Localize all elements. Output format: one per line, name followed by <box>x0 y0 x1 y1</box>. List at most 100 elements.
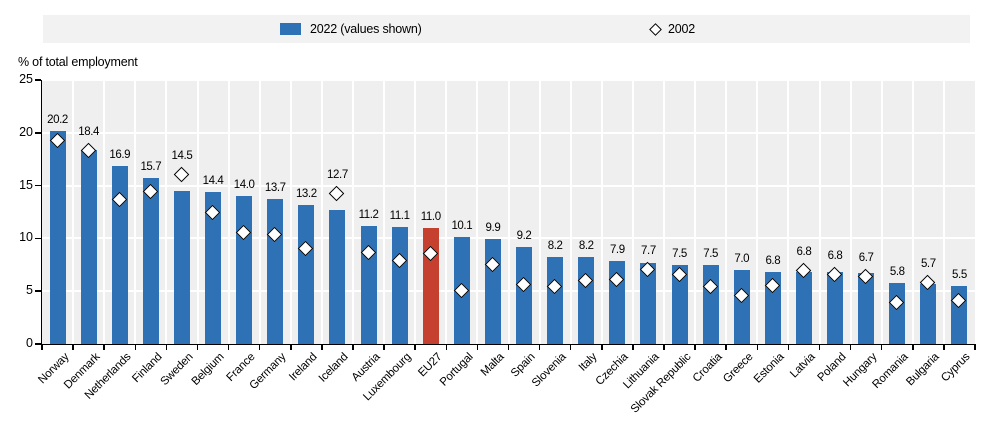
y-axis-title: % of total employment <box>18 55 138 69</box>
gridline-vertical <box>165 80 168 344</box>
gridline-vertical <box>352 80 354 344</box>
y-tick-label: 0 <box>26 336 33 350</box>
value-label-sweden: 14.5 <box>171 150 193 163</box>
x-tick <box>134 345 137 350</box>
x-tick <box>912 345 914 350</box>
bar-iceland <box>329 209 346 344</box>
y-tick <box>35 290 41 292</box>
y-tick-label: 5 <box>26 283 33 298</box>
value-label-romania: 5.8 <box>889 265 905 278</box>
bar-luxembourg <box>391 226 408 344</box>
x-tick <box>103 345 105 350</box>
bar-belgium <box>205 191 222 344</box>
gridline-vertical <box>507 80 510 344</box>
bar-spain <box>516 246 533 344</box>
x-tick <box>352 345 354 350</box>
gridline-vertical <box>72 80 75 344</box>
y-tick-label: 10 <box>19 230 33 245</box>
bar-netherlands <box>111 165 128 344</box>
bar-austria <box>360 225 377 344</box>
value-label-germany: 13.7 <box>264 182 286 195</box>
value-label-spain: 9.2 <box>516 229 532 242</box>
bar-poland <box>827 272 844 344</box>
value-label-norway: 20.2 <box>47 113 68 126</box>
x-tick <box>694 345 696 350</box>
x-tick <box>663 345 665 350</box>
gridline-vertical <box>320 80 323 344</box>
y-tick-label: 25 <box>19 72 33 86</box>
value-label-bulgaria: 5.7 <box>920 257 936 270</box>
gridline-vertical <box>631 80 634 344</box>
x-tick <box>943 345 945 350</box>
x-tick <box>538 345 541 350</box>
legend-item-2002: 2002 <box>649 15 696 43</box>
y-tick <box>35 79 41 81</box>
bar-romania <box>889 282 906 344</box>
gridline-vertical <box>911 80 914 344</box>
value-label-estonia: 6.8 <box>765 255 781 268</box>
x-tick <box>258 345 261 350</box>
value-label-lithuania: 7.7 <box>641 245 656 258</box>
y-tick-label: 20 <box>19 124 33 139</box>
value-label-cyprus: 5.5 <box>952 268 967 281</box>
value-label-ireland: 13.2 <box>295 187 317 200</box>
y-tick <box>35 237 41 240</box>
value-label-greece: 7.0 <box>734 253 750 266</box>
bar-norway <box>49 130 66 344</box>
x-tick <box>632 345 634 350</box>
y-tick <box>35 343 41 345</box>
bar-bulgaria <box>920 283 937 344</box>
x-tick <box>227 345 230 350</box>
x-tick <box>756 345 759 350</box>
bar-slovenia <box>547 257 564 344</box>
x-tick <box>196 345 199 350</box>
value-label-portugal: 10.1 <box>451 220 473 233</box>
gridline-vertical <box>849 80 852 344</box>
gridline-vertical <box>227 80 230 344</box>
bar-swatch-icon <box>280 23 301 35</box>
value-label-iceland: 12.7 <box>327 169 348 182</box>
bar-sweden <box>173 190 190 344</box>
gridline-vertical <box>600 80 603 344</box>
value-label-austria: 11.2 <box>358 208 379 221</box>
bar-greece <box>733 270 750 344</box>
gridline-vertical <box>663 80 665 344</box>
x-tick <box>445 345 448 350</box>
legend-label-2022: 2022 (values shown) <box>310 22 422 36</box>
gridline-vertical <box>694 80 697 344</box>
gridline-vertical <box>289 80 292 344</box>
value-label-slovak-republic: 7.5 <box>672 247 687 260</box>
bar-lithuania <box>640 262 657 344</box>
plot-area <box>42 79 975 344</box>
diamond-marker-icon <box>649 22 662 36</box>
gridline-vertical <box>134 80 137 344</box>
gridline-vertical <box>880 80 883 344</box>
bar-france <box>236 196 253 344</box>
y-tick-label: 15 <box>19 177 33 192</box>
legend-label-2002: 2002 <box>668 22 696 36</box>
x-tick <box>165 345 168 350</box>
gridline-vertical <box>476 80 479 344</box>
x-tick <box>725 345 727 350</box>
gridline-vertical <box>383 80 386 344</box>
bar-latvia <box>795 272 812 344</box>
x-tick <box>41 345 43 350</box>
diamond-sweden <box>173 166 190 183</box>
x-tick <box>290 345 292 350</box>
x-tick <box>601 345 603 350</box>
x-axis-line <box>40 343 976 346</box>
bar-malta <box>484 239 501 344</box>
bar-slovak-republic <box>671 264 688 344</box>
gridline-vertical <box>103 80 106 344</box>
gridline-vertical <box>787 80 790 344</box>
x-tick <box>476 345 479 350</box>
gridline-vertical <box>818 80 821 344</box>
value-label-hungary: 6.7 <box>858 252 874 265</box>
value-label-france: 14.0 <box>233 179 255 192</box>
value-label-latvia: 6.8 <box>796 246 812 259</box>
gridline-vertical <box>725 80 728 344</box>
value-label-denmark: 18.4 <box>78 125 100 138</box>
x-tick <box>974 345 976 350</box>
x-tick <box>414 345 416 350</box>
